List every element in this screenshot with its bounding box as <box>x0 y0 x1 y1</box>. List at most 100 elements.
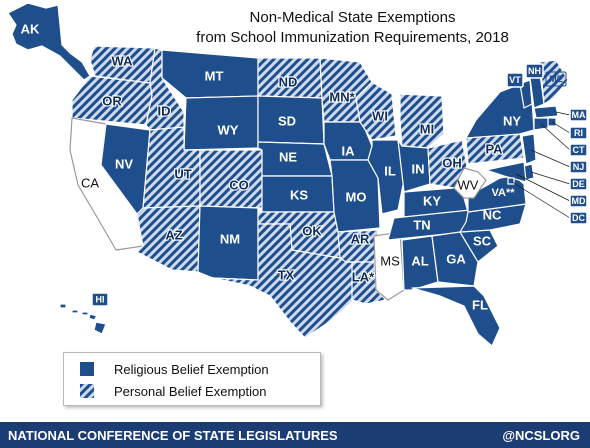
legend-item-religious: Religious Belief Exemption <box>80 360 269 378</box>
title-line-1: Non-Medical State Exemptions <box>249 9 456 26</box>
state-label-ks: KS <box>290 187 308 202</box>
state-label-wy: WY <box>218 122 239 137</box>
state-label-ct: CT <box>573 145 585 155</box>
label-box-nh <box>525 63 544 79</box>
label-box-vt <box>506 72 524 88</box>
state-label-wv: WV <box>458 177 479 192</box>
state-me <box>539 59 569 105</box>
state-label-ak: AK <box>21 21 40 36</box>
state-label-al: AL <box>411 253 428 268</box>
state-label-nc: NC <box>483 207 502 222</box>
state-label-nj: NJ <box>573 162 585 172</box>
state-al <box>401 235 439 291</box>
state-label-pa: PA <box>485 141 503 156</box>
footer-banner: NATIONAL CONFERENCE OF STATE LEGISLATURE… <box>0 422 590 448</box>
state-ak <box>7 2 91 81</box>
leader-line <box>551 121 571 134</box>
state-label-dc: DC <box>572 213 585 223</box>
personal-swatch <box>80 384 94 398</box>
footer-org: NATIONAL CONFERENCE OF STATE LEGISLATURE… <box>8 427 338 443</box>
state-va <box>467 175 527 213</box>
state-fl <box>411 285 501 347</box>
leader-line <box>555 111 571 116</box>
state-dc <box>507 177 515 185</box>
state-label-tn: TN <box>413 217 430 232</box>
legend-label-religious: Religious Belief Exemption <box>114 361 269 377</box>
state-label-vt: VT <box>509 75 521 85</box>
title-line-2: from School Immunization Requirements, 2… <box>196 29 509 46</box>
state-label-mi: MI <box>420 121 434 136</box>
state-wi <box>355 81 397 141</box>
state-label-wa: WA <box>112 53 134 68</box>
state-label-ca: CA <box>81 175 99 190</box>
state-label-ok: OK <box>302 223 322 238</box>
leader-line <box>540 123 571 151</box>
state-label-ma: MA <box>572 110 586 120</box>
state-label-va: VA** <box>491 187 515 199</box>
state-label-il: IL <box>384 163 396 178</box>
state-md <box>485 161 527 183</box>
state-label-me: ME <box>549 74 563 84</box>
state-in <box>397 139 431 193</box>
map-title: Non-Medical State Exemptions from School… <box>180 8 525 48</box>
state-label-ky: KY <box>423 193 441 208</box>
state-label-hi: HI <box>96 294 105 304</box>
label-box-ma <box>569 108 588 122</box>
state-label-nd: ND <box>279 74 298 89</box>
state-ny <box>465 83 535 139</box>
state-label-ga: GA <box>446 251 466 266</box>
state-label-az: AZ <box>165 227 182 242</box>
state-label-ne: NE <box>279 149 297 164</box>
state-label-fl: FL <box>472 297 488 312</box>
legend-label-personal: Personal Belief Exemption <box>114 383 267 399</box>
state-label-ri: RI <box>574 128 583 138</box>
state-label-ut: UT <box>174 166 191 181</box>
state-la <box>345 261 387 305</box>
state-label-de: DE <box>572 179 585 189</box>
state-label-la: LA* <box>352 269 375 284</box>
state-label-oh: OH <box>442 155 462 170</box>
label-box-hi <box>91 292 109 307</box>
label-box-ri <box>569 126 588 140</box>
leader-line <box>515 173 571 202</box>
leader-line <box>530 171 571 185</box>
state-label-co: CO <box>229 177 249 192</box>
state-label-in: IN <box>412 161 425 176</box>
state-label-nh: NH <box>528 66 541 76</box>
state-ma <box>533 105 559 119</box>
label-box-nj <box>569 160 588 174</box>
state-label-ny: NY <box>503 113 521 128</box>
state-label-mn: MN* <box>329 89 355 104</box>
label-box-md <box>569 194 588 208</box>
state-label-ms: MS <box>380 253 400 268</box>
state-label-sc: SC <box>473 233 492 248</box>
state-tx <box>212 223 355 339</box>
state-label-mo: MO <box>346 189 367 204</box>
state-label-nm: NM <box>220 231 240 246</box>
label-box-ct <box>569 143 588 157</box>
state-label-tx: TX <box>278 267 295 282</box>
states-layer <box>7 2 569 347</box>
leader-line <box>511 181 571 219</box>
state-label-sd: SD <box>278 113 296 128</box>
state-label-nv: NV <box>115 156 133 171</box>
state-hi <box>59 303 107 335</box>
religious-swatch <box>80 362 94 376</box>
labels-layer: AK WA OR CA NV ID MT WY UT CO AZ NM ND SD NE KS OK TX MN* I… <box>21 21 588 312</box>
label-box-dc <box>569 211 588 225</box>
state-label-ia: IA <box>342 143 356 158</box>
state-label-md: MD <box>572 196 586 206</box>
legend: Religious Belief Exemption Personal Beli… <box>63 352 321 406</box>
state-wv <box>453 167 487 199</box>
state-label-wi: WI <box>372 108 388 123</box>
legend-item-personal: Personal Belief Exemption <box>80 382 266 400</box>
state-label-id: ID <box>158 103 171 118</box>
leader-line <box>530 149 571 168</box>
state-label-ar: AR <box>351 231 370 246</box>
state-label-mt: MT <box>205 68 224 83</box>
state-nj <box>521 133 537 165</box>
label-box-de <box>569 177 588 191</box>
label-box-me <box>545 71 567 87</box>
